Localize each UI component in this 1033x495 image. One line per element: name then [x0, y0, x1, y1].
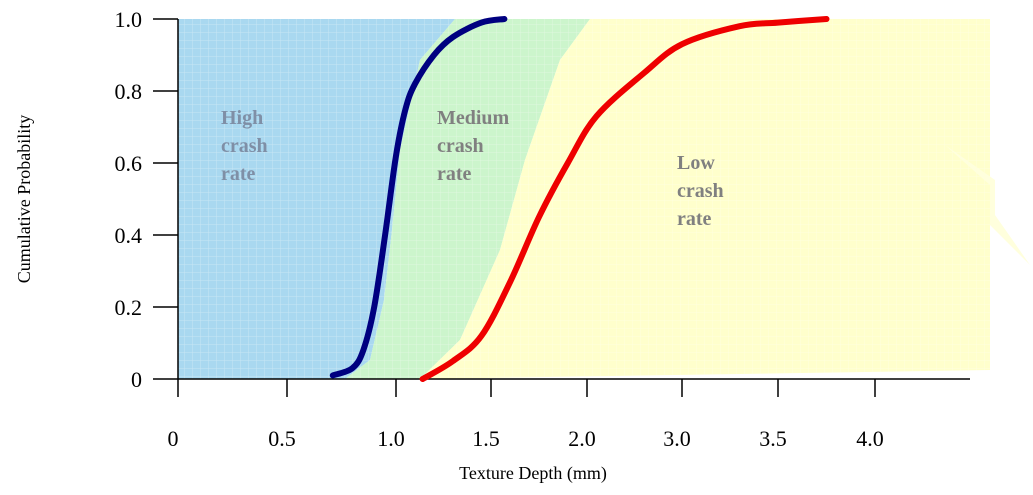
dark-blue-curve: [329, 16, 508, 379]
region-low-crash-rate-texture: [420, 19, 990, 379]
x-tick-label: 3.0: [663, 426, 691, 451]
region-low-edge: [945, 145, 1030, 265]
y-tick-label: 0: [131, 367, 142, 392]
y-axis-title: Cumulative Probability: [14, 115, 34, 284]
low-crash-rate-label: Low crash rate: [677, 152, 724, 230]
series-lines: [329, 16, 830, 382]
x-axis-title: Texture Depth (mm): [459, 463, 607, 484]
y-tick-label: 1.0: [115, 7, 143, 32]
red-curve: [419, 16, 830, 382]
x-tick-label: 2.0: [568, 426, 596, 451]
crash-rate-regions: [178, 19, 1030, 379]
x-tick-label: 1.0: [377, 426, 405, 451]
high-crash-rate-label: High crash rate: [221, 107, 268, 185]
y-tick-label: 0.8: [115, 79, 143, 104]
x-tick-label: 3.5: [759, 426, 787, 451]
y-tick-label: 0.2: [115, 295, 143, 320]
y-tick-label: 0.6: [115, 151, 143, 176]
region-medium-crash-rate-texture: [345, 19, 590, 379]
region-high-crash-rate-texture: [178, 19, 455, 379]
region-labels: High crash rate Medium crash rate Low crash rate: [221, 107, 724, 230]
medium-crash-rate-label: Medium crash rate: [437, 107, 510, 185]
axes: 0 0.2 0.4 0.6 0.8 1.0 0 0.5 1.0 1.5 2.0 3.0 3.5 4.0: [115, 7, 970, 451]
y-tick-label: 0.4: [115, 223, 143, 248]
x-tick-label: 0: [168, 426, 179, 451]
x-tick-label: 0.5: [268, 426, 296, 451]
x-tick-label: 1.5: [472, 426, 500, 451]
x-tick-label: 4.0: [856, 426, 884, 451]
